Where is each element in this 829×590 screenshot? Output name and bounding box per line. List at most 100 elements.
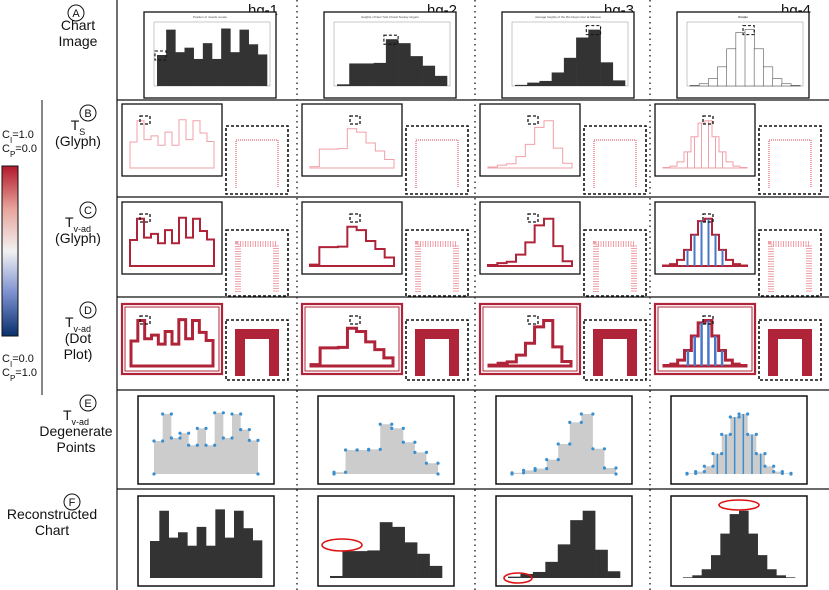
bar-3-8 [595, 549, 608, 578]
degenerate-point [169, 436, 173, 440]
degenerate-point [367, 447, 371, 451]
dashed-zoom-box [154, 50, 167, 61]
degenerate-point [247, 438, 251, 442]
degenerate-point [424, 461, 429, 465]
degenerate-point [737, 412, 741, 416]
dashed-zoom-box [758, 125, 822, 195]
degenerate-point [728, 415, 732, 419]
dashed-zoom-box [225, 125, 289, 195]
degenerate-point [221, 436, 225, 440]
bar-4-2 [692, 575, 702, 578]
dashed-zoom-box [702, 115, 714, 125]
tvad-glyph-3 [479, 201, 647, 297]
ts-zoom-glyph [593, 139, 637, 188]
tvad-glyph-outline [129, 216, 215, 267]
bar-3-6 [570, 520, 583, 578]
chart-image-title: Position of muscle cuvete [193, 15, 227, 19]
bar-3-4 [551, 72, 565, 86]
row-label-line: Chart [35, 522, 69, 538]
row-letter-circle [79, 104, 97, 122]
dashed-zoom-box [527, 213, 539, 223]
tvad-dotplot-inner-frame [482, 306, 578, 372]
row-letter-circle [79, 201, 97, 219]
bar-4-5 [720, 533, 730, 578]
dashed-zoom-box [405, 125, 469, 195]
degenerate-point [230, 412, 234, 416]
degenerate-point [204, 426, 208, 430]
row-letter-circle [79, 394, 97, 412]
degenerate-point [355, 448, 359, 452]
bar-1-2 [166, 29, 176, 86]
degenerate-point [436, 472, 440, 476]
bar-1-2 [159, 510, 169, 578]
bar-3-6 [576, 37, 589, 86]
dashed-zoom-box [527, 115, 539, 125]
row-labels: AChartImageBTS(Glyph)CTv-ad(Glyph)DTv-ad… [7, 4, 113, 538]
degenerate-point [221, 411, 225, 415]
degenerate-point [401, 440, 405, 444]
ts-glyph-2 [301, 103, 469, 195]
bar-2-6 [392, 526, 405, 578]
degenerate-shape [334, 424, 438, 474]
degenerate-frame [495, 395, 633, 485]
degenerate-point [545, 467, 549, 471]
bar-1-6 [202, 43, 213, 86]
row-letter: B [84, 108, 91, 120]
bar-3-3 [532, 571, 546, 578]
dashed-zoom-box [527, 315, 539, 325]
degenerate-point [178, 436, 182, 440]
bar-2-9 [429, 565, 443, 578]
chart-image-title: Average heights of the Rio Negro river a… [535, 15, 601, 19]
ts-glyph-frame [479, 103, 581, 177]
tvad-dotplot-inner-frame [304, 306, 400, 372]
degenerate-point [413, 440, 417, 444]
degenerate-point [556, 442, 560, 446]
bar-2-6 [398, 43, 411, 86]
tvad-zoom-dotplot [593, 329, 637, 376]
degenerate-point [720, 432, 724, 436]
bar-2-8 [417, 553, 430, 578]
degenerate-point [178, 431, 182, 435]
ts-glyph-1 [121, 103, 289, 195]
row-letter: E [84, 398, 91, 410]
bar-4-9 [757, 555, 768, 578]
bar-3-5 [563, 57, 577, 86]
ts-glyph-frame [654, 103, 756, 177]
row-label-line: (Dot [65, 330, 92, 346]
degenerate-point [332, 472, 336, 476]
degenerate-1 [137, 395, 275, 485]
row-label-line: Points [57, 439, 96, 455]
tvad-dotplot-outline [129, 318, 215, 368]
degenerate-point [204, 443, 208, 447]
ts-zoom-glyph [768, 139, 812, 188]
degenerate-point [378, 447, 382, 451]
tvad-zoom-glyph [768, 241, 812, 292]
dashed-zoom-box [583, 125, 647, 195]
degenerate-point [579, 412, 583, 416]
degenerate-point [763, 452, 767, 456]
row-letter: A [72, 8, 80, 20]
ts-glyph-outline [309, 128, 395, 169]
row-label-line: (Glyph) [55, 133, 101, 149]
bar-1-4 [178, 532, 188, 578]
reconstructed-1 [137, 495, 275, 587]
bar-3-5 [557, 544, 571, 578]
row-letter: F [69, 497, 76, 509]
tvad-zoom-glyph [415, 241, 459, 292]
bar-2-2 [349, 63, 362, 86]
bar-1-9 [230, 52, 240, 86]
cells: Position of muscle cuvete Heights of New … [120, 11, 822, 587]
degenerate-point [213, 443, 217, 447]
degenerate-point [152, 472, 156, 476]
degenerate-4 [670, 395, 808, 485]
dashed-zoom-box [405, 229, 469, 297]
colorbar-gradient [1, 165, 19, 337]
tvad-glyph-outline [662, 217, 748, 267]
bar-3-4 [545, 561, 559, 578]
degenerate-point [720, 452, 724, 456]
tvad-glyph-1 [121, 201, 289, 297]
dashed-zoom-box [225, 229, 289, 297]
degenerate-3 [495, 395, 633, 485]
degenerate-point [702, 464, 706, 468]
